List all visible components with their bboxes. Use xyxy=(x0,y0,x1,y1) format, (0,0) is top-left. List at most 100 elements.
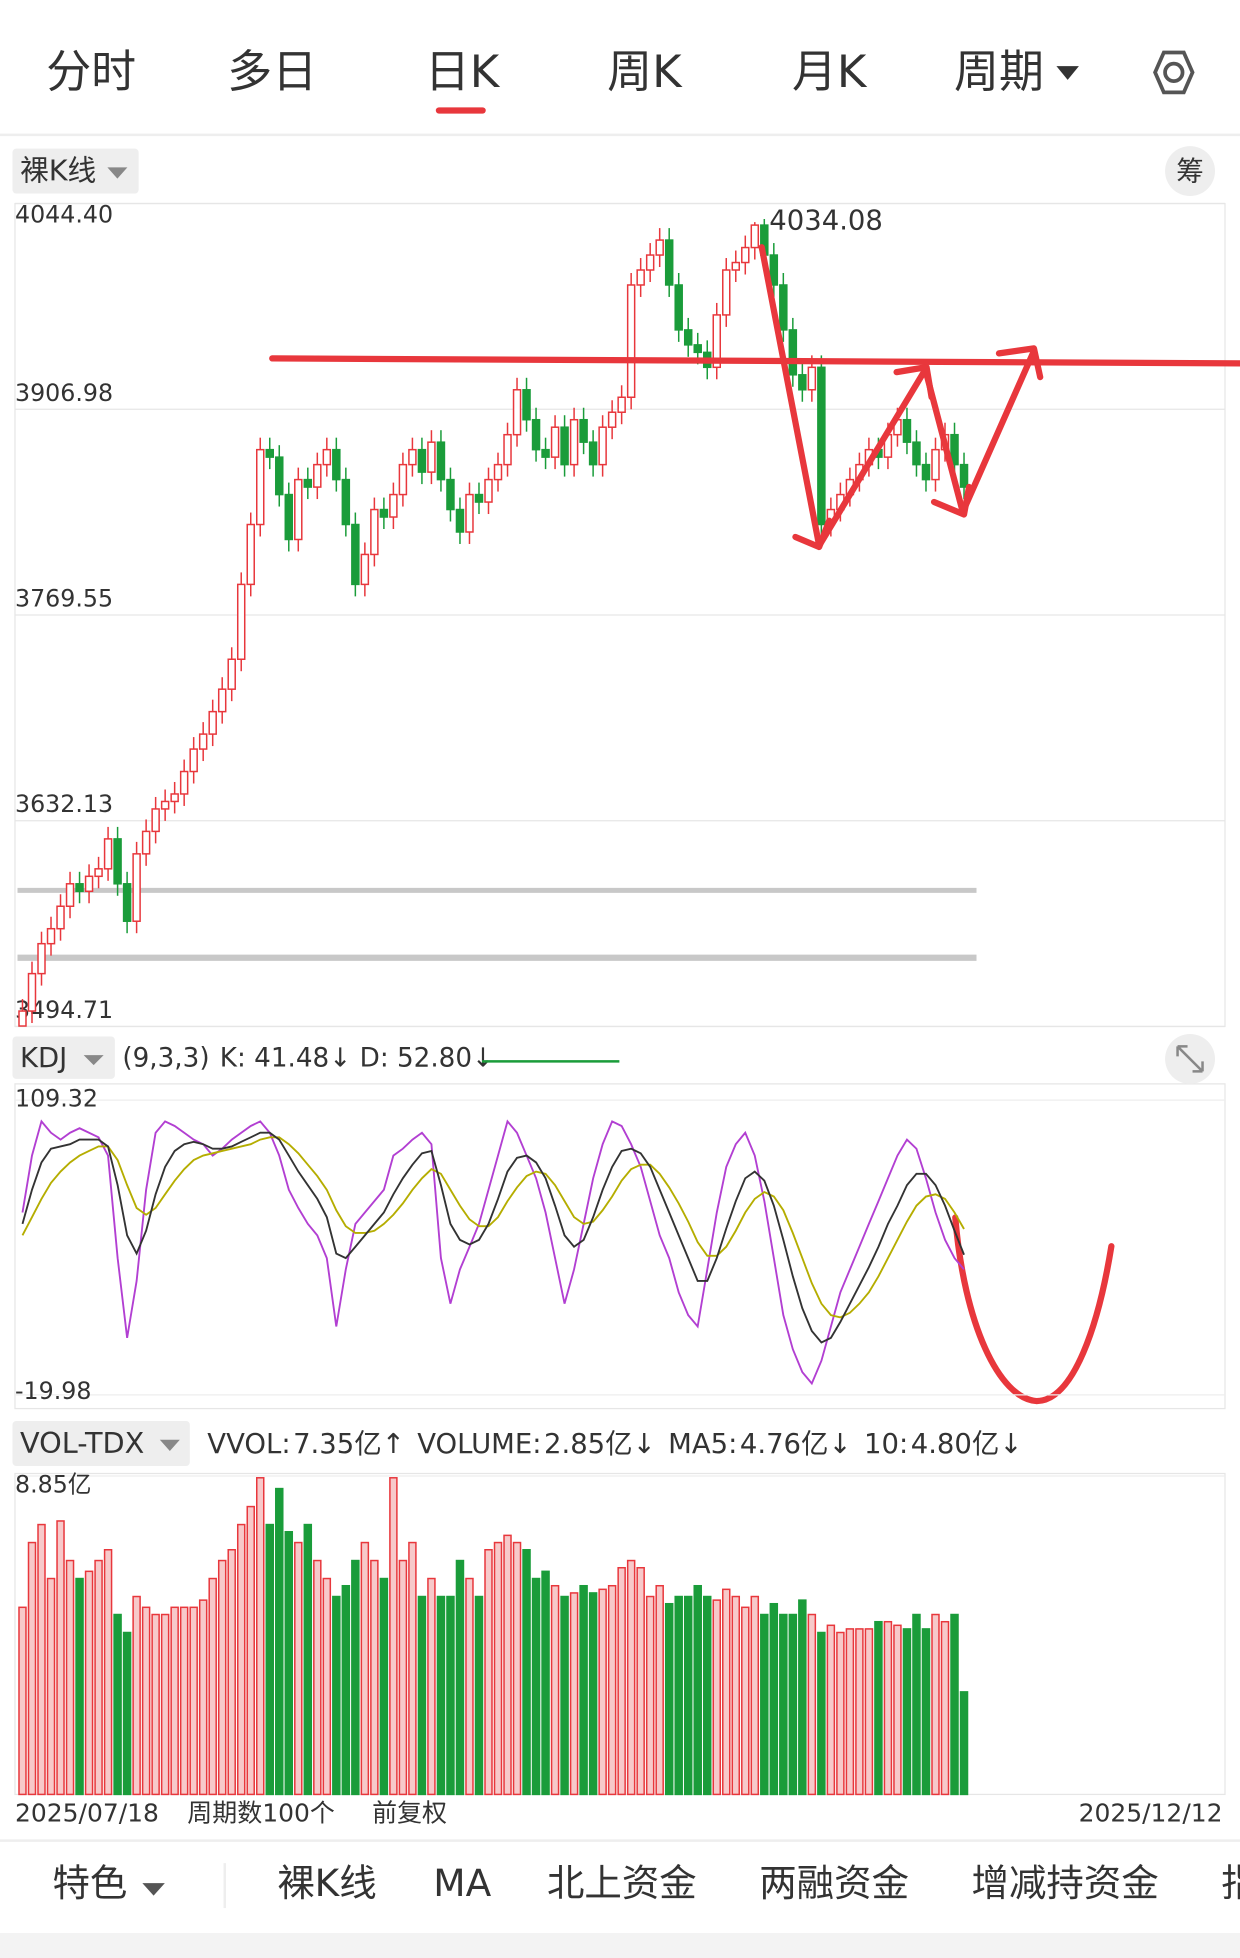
volume-bar xyxy=(569,1592,579,1796)
volume-bar xyxy=(760,1613,769,1796)
volume-bar xyxy=(588,1592,598,1796)
kdj-k: K: 41.48↓ xyxy=(220,1043,351,1073)
volume-bar xyxy=(417,1595,427,1796)
dropdown-caret xyxy=(83,1055,104,1066)
candle-body xyxy=(427,441,436,473)
volume-bar xyxy=(56,1520,65,1796)
settings-icon[interactable] xyxy=(1153,50,1195,95)
volume-bar xyxy=(132,1595,141,1796)
candle-body xyxy=(645,254,655,271)
candle-body xyxy=(75,883,84,893)
vol-header-value: 2.85亿↓ xyxy=(544,1429,656,1460)
volume-bar xyxy=(693,1584,702,1796)
volume-bar xyxy=(864,1628,874,1796)
volume-bar xyxy=(950,1613,959,1796)
volume-bar xyxy=(27,1541,37,1796)
volume-bar xyxy=(303,1523,313,1796)
candle-body xyxy=(46,927,56,945)
nav-item[interactable]: 裸K线 xyxy=(277,1861,376,1905)
volume-bar xyxy=(598,1588,607,1796)
candle-body xyxy=(56,905,65,930)
candle-body xyxy=(912,441,921,466)
volume-bar xyxy=(902,1628,912,1796)
candle-body xyxy=(655,239,664,256)
candle-body xyxy=(265,448,275,458)
mode-button[interactable] xyxy=(12,148,139,194)
nav-item[interactable]: 特色 xyxy=(52,1861,127,1905)
vol-button[interactable] xyxy=(12,1421,190,1467)
volume-bar xyxy=(408,1541,417,1796)
volume-bar xyxy=(893,1624,902,1796)
volume-bar xyxy=(921,1628,931,1796)
candle-body xyxy=(522,389,531,421)
tab[interactable]: 周期 xyxy=(954,45,1044,98)
kdj-button[interactable] xyxy=(12,1036,115,1079)
volume-bar xyxy=(227,1549,236,1796)
candle-body xyxy=(588,441,598,466)
volume-bar xyxy=(779,1613,788,1796)
volume-bar xyxy=(959,1691,969,1796)
volume-bar xyxy=(826,1624,836,1796)
candle-body xyxy=(750,224,760,249)
volume-bar xyxy=(446,1595,455,1796)
volume-bar xyxy=(493,1541,503,1796)
y-tick-label: 3906.98 xyxy=(15,379,113,407)
candle-body xyxy=(208,710,217,735)
nav-item[interactable]: 北上资金 xyxy=(547,1861,697,1905)
volume-bar xyxy=(741,1606,750,1796)
vol-header-label: VVOL: xyxy=(207,1429,290,1460)
volume-bar xyxy=(436,1595,446,1796)
tab[interactable]: 日K xyxy=(425,45,501,98)
nav-item[interactable]: 两融资金 xyxy=(759,1861,909,1905)
candle-body xyxy=(446,478,455,511)
candle-body xyxy=(626,284,636,399)
volume-bar xyxy=(750,1595,760,1796)
volume-bar xyxy=(122,1631,132,1796)
dropdown-caret xyxy=(142,1883,165,1896)
volume-bar xyxy=(855,1628,864,1796)
candle-body xyxy=(322,448,332,466)
volume-bar xyxy=(332,1595,341,1796)
tab[interactable]: 多日 xyxy=(227,45,317,98)
volume-bar xyxy=(46,1577,56,1796)
nav-item[interactable]: 指 xyxy=(1221,1861,1240,1905)
vol-header-label: 10: xyxy=(864,1429,908,1460)
candle-body xyxy=(436,441,446,481)
candle-body xyxy=(769,254,779,286)
kdj-params: (9,3,3) xyxy=(122,1043,209,1073)
volume-bar xyxy=(645,1595,655,1796)
candle-body xyxy=(921,463,931,481)
volume-bar xyxy=(141,1606,151,1796)
kdj-line xyxy=(21,1119,965,1386)
chip-button[interactable] xyxy=(1165,146,1216,197)
candle-body xyxy=(408,448,417,466)
volume-bar xyxy=(151,1613,160,1796)
candle-body xyxy=(284,493,294,541)
candle-body xyxy=(950,433,959,466)
tab[interactable]: 月K xyxy=(792,45,868,98)
candle-body xyxy=(217,688,227,713)
volume-bar xyxy=(883,1620,893,1796)
candle-body xyxy=(389,493,398,518)
tab[interactable]: 周K xyxy=(607,45,683,98)
candle-body xyxy=(332,448,341,481)
volume-bar xyxy=(37,1523,46,1796)
candle-body xyxy=(531,418,541,451)
volume-bar xyxy=(465,1577,474,1796)
volume-bar xyxy=(931,1613,940,1796)
candle-body xyxy=(351,523,360,586)
candle-body xyxy=(579,418,588,443)
max-label: 4034.08 xyxy=(769,205,883,236)
nav-item[interactable]: 增减持资金 xyxy=(972,1861,1159,1905)
candle-body xyxy=(170,793,179,803)
tab[interactable]: 分时 xyxy=(46,45,136,98)
volume-bar xyxy=(474,1595,484,1796)
nav-item[interactable]: MA xyxy=(433,1861,491,1905)
annotation-curve xyxy=(952,1214,1115,1405)
candle-body xyxy=(294,478,303,541)
volume-bar xyxy=(607,1584,617,1796)
volume-bar xyxy=(683,1595,693,1796)
kdj-label: KDJ xyxy=(20,1043,67,1074)
volume-bar xyxy=(674,1595,683,1796)
volume-bar xyxy=(836,1631,845,1796)
